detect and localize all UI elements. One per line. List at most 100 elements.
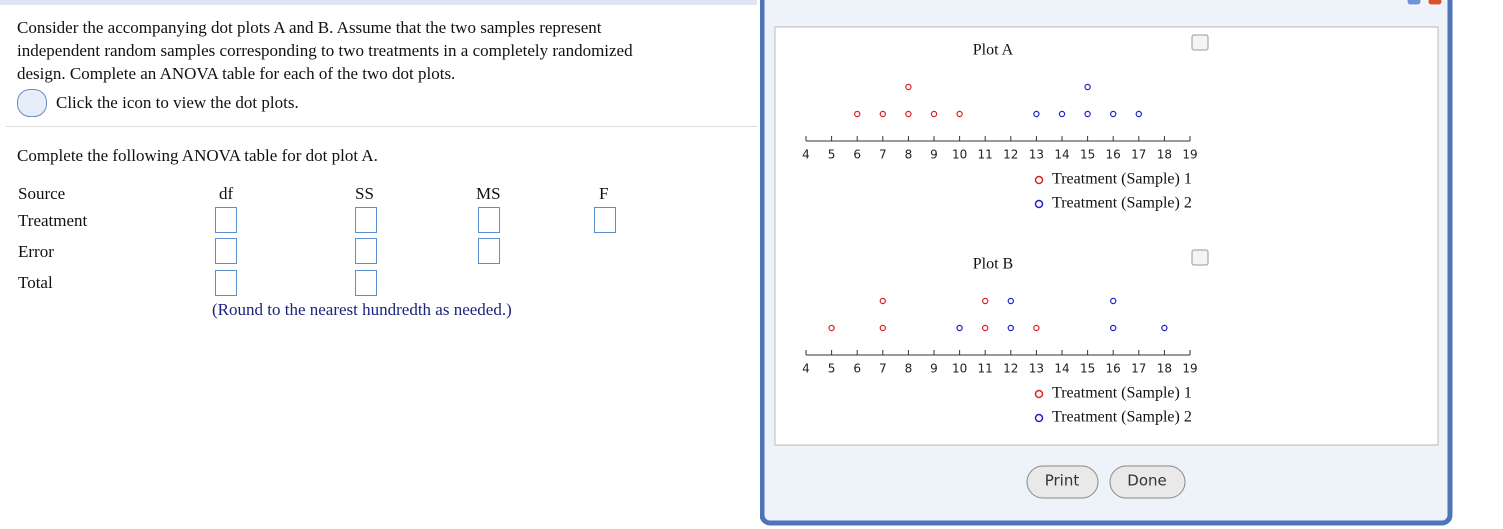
legend-marker [1034, 199, 1044, 209]
x-tick-label: 8 [905, 362, 913, 376]
dot [1109, 324, 1117, 332]
dot [1007, 297, 1015, 305]
legend-marker [1034, 175, 1044, 185]
x-tick-label: 12 [1003, 362, 1018, 376]
divider [6, 126, 757, 127]
dot [854, 110, 861, 118]
x-tick-label: 15 [1080, 148, 1095, 162]
row-label: Error [18, 242, 54, 261]
dot [1161, 324, 1168, 332]
legend-marker [1034, 413, 1044, 423]
x-tick-label: 9 [930, 148, 938, 162]
x-tick-label: 16 [1106, 362, 1121, 376]
dot [1135, 110, 1143, 118]
x-tick-label: 15 [1080, 362, 1095, 376]
input[interactable] [215, 270, 237, 296]
header: df [219, 184, 234, 203]
dot [828, 324, 835, 332]
x-tick-label: 14 [1054, 148, 1069, 162]
input[interactable] [355, 238, 377, 264]
dot [1007, 324, 1015, 332]
dot [905, 83, 912, 91]
zoom-icon[interactable] [1191, 249, 1209, 266]
input[interactable] [215, 207, 237, 233]
button-label[interactable]: Done [1127, 472, 1166, 490]
legend-label: Treatment (Sample) 2 [1052, 195, 1192, 212]
header: F [599, 184, 609, 203]
x-tick-label: 9 [930, 362, 938, 376]
chart-panel [774, 26, 1439, 446]
dot [905, 110, 912, 118]
x-tick-label: 17 [1131, 148, 1146, 162]
x-tick-label: 17 [1131, 362, 1146, 376]
dot [1084, 110, 1091, 118]
x-tick-label: 19 [1182, 148, 1197, 162]
x-tick-label: 4 [802, 148, 810, 162]
dot [1084, 83, 1091, 91]
x-tick-label: 12 [1003, 148, 1018, 162]
dot [982, 324, 989, 332]
dot [930, 110, 938, 118]
question-line: Consider the accompanying dot plots A an… [17, 18, 602, 37]
input[interactable] [355, 207, 377, 233]
input[interactable] [355, 270, 377, 296]
dot [982, 297, 989, 305]
x-tick-label: 14 [1054, 362, 1069, 376]
legend-marker [1034, 389, 1044, 399]
print-button[interactable] [1026, 465, 1099, 499]
dot [1058, 110, 1066, 118]
dialog: Print Done Plot A 4 5 6 7 8 9 10 11 12 13 14 15 16 17 1… [760, 0, 1453, 526]
legend-label: Treatment (Sample) 1 [1052, 385, 1192, 402]
x-tick-label: 13 [1029, 148, 1044, 162]
x-tick-label: 10 [952, 148, 967, 162]
question-line: independent random samples corresponding… [17, 41, 633, 60]
x-tick-label: 5 [828, 148, 836, 162]
done-button[interactable] [1109, 465, 1186, 499]
x-tick-label: 6 [853, 148, 861, 162]
header: Source [18, 184, 66, 203]
x-tick-label: 18 [1157, 148, 1172, 162]
x-tick-label: 19 [1182, 362, 1197, 376]
dot [1109, 110, 1117, 118]
top-bar [0, 0, 757, 5]
x-tick-label: 7 [879, 148, 887, 162]
x-tick-label: 11 [978, 362, 993, 376]
x-tick-label: 10 [952, 362, 967, 376]
chart-title: Plot A [973, 42, 1014, 59]
plot-icon[interactable] [17, 89, 47, 117]
dot [879, 324, 887, 332]
x-tick-label: 13 [1029, 362, 1044, 376]
zoom-icon[interactable] [1191, 34, 1209, 51]
x-tick-label: 5 [828, 362, 836, 376]
icon-link[interactable]: Click the icon to view the dot plots. [56, 93, 299, 112]
instruction: Complete the following ANOVA table for d… [17, 146, 378, 165]
dot [879, 110, 887, 118]
question-line: design. Complete an ANOVA table for each… [17, 64, 456, 83]
x-tick-label: 16 [1106, 148, 1121, 162]
input[interactable] [478, 238, 500, 264]
chart-title: Plot B [973, 256, 1013, 273]
input[interactable] [594, 207, 616, 233]
note: (Round to the nearest hundredth as neede… [212, 300, 512, 319]
x-tick-label: 18 [1157, 362, 1172, 376]
x-tick-label: 6 [853, 362, 861, 376]
row-label: Total [18, 273, 53, 292]
header: SS [355, 184, 374, 203]
header: MS [476, 184, 501, 203]
input[interactable] [478, 207, 500, 233]
dot [1033, 324, 1040, 332]
dot [956, 110, 963, 118]
input[interactable] [215, 238, 237, 264]
minimize-button[interactable] [1406, 0, 1422, 6]
legend-label: Treatment (Sample) 2 [1052, 409, 1192, 426]
dot [956, 324, 963, 332]
dot [879, 297, 887, 305]
x-tick-label: 11 [978, 148, 993, 162]
row-label: Treatment [18, 211, 88, 230]
button-label[interactable]: Print [1045, 472, 1080, 490]
close-button[interactable] [1427, 0, 1443, 6]
x-tick-label: 8 [905, 148, 913, 162]
dot [1033, 110, 1040, 118]
dot [1109, 297, 1117, 305]
